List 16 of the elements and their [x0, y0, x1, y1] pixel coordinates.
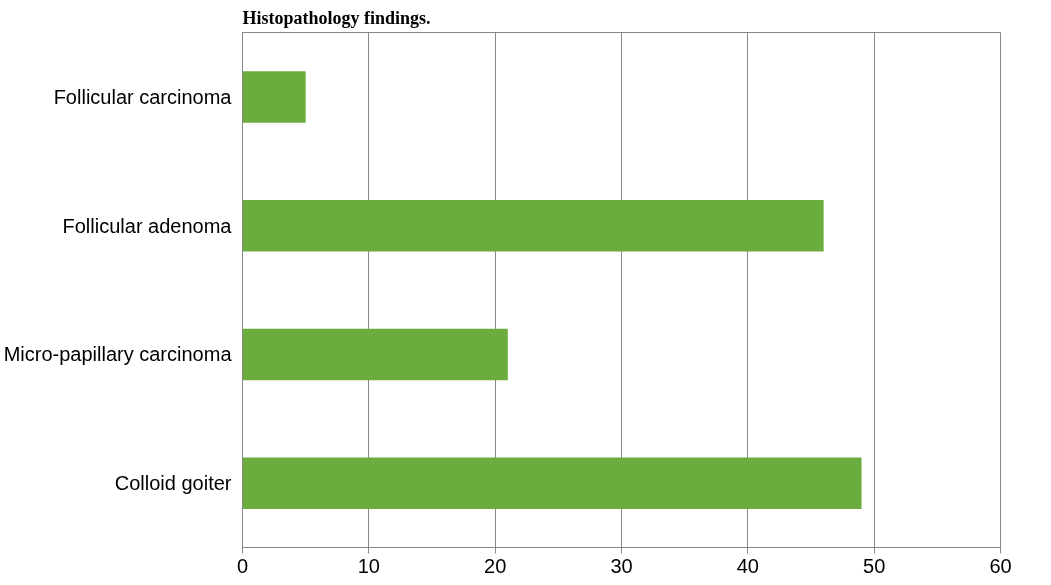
y-tick-label: Follicular adenoma: [62, 214, 233, 237]
bar: [242, 457, 862, 509]
bar: [242, 328, 508, 381]
x-tick-label: 60: [989, 554, 1012, 577]
x-tick-label: 0: [236, 554, 249, 577]
x-tick-label: 50: [863, 554, 886, 577]
x-tick-label: 30: [610, 554, 633, 577]
chart-title: Histopathology findings.: [242, 7, 431, 28]
y-tick-label: Follicular carcinoma: [53, 85, 233, 108]
x-tick-label: 40: [736, 554, 759, 577]
x-tick-label: 10: [357, 554, 380, 577]
bar: [242, 71, 306, 123]
y-tick-label: Colloid goiter: [114, 472, 232, 495]
x-tick-label: 20: [484, 554, 507, 577]
y-tick-label: Micro-papillary carcinoma: [3, 343, 233, 366]
bar: [242, 199, 824, 252]
